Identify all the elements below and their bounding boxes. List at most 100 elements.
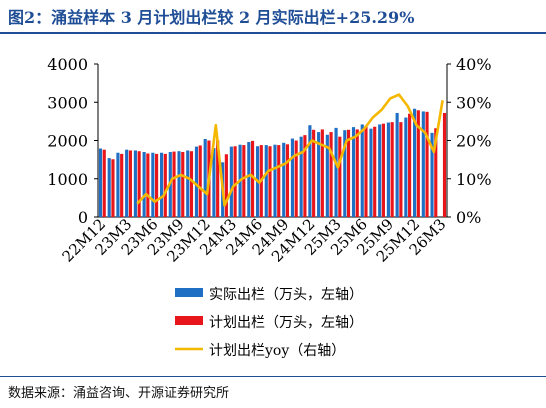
legend-label: 计划出栏（万头，左轴） (209, 315, 363, 331)
bar-plan (303, 135, 307, 217)
bar-plan (285, 144, 290, 217)
bar-plan (189, 151, 194, 217)
left-tick-label: 1000 (47, 170, 88, 189)
bar-actual (299, 136, 303, 217)
chart-area: 0 1000 2000 3000 4000 0% 10% 20% 30% 40% 22M1223… (47, 55, 492, 359)
bar-actual (229, 146, 233, 217)
right-tick-label: 10% (456, 170, 492, 189)
bar-plan (416, 110, 420, 217)
bar-plan (399, 122, 403, 217)
legend-label: 实际出栏（万头，左轴） (209, 287, 363, 303)
right-axis-ticks: 0% 10% 20% 30% 40% (447, 55, 492, 227)
bar-actual (177, 151, 181, 217)
bar-plan (364, 125, 368, 217)
bar-plan (146, 153, 150, 217)
bar-plan (198, 145, 202, 217)
legend-swatch (175, 288, 203, 297)
line-series-yoy (136, 93, 444, 207)
bar-actual (290, 138, 295, 217)
bar-actual (413, 108, 417, 217)
bar-actual (351, 127, 356, 217)
title-divider (0, 32, 546, 34)
bar-plan (224, 154, 228, 217)
bar-series-actual (98, 108, 434, 217)
bar-actual (334, 127, 338, 217)
title-bar: 图2：涌益样本 3 月计划出栏较 2 月实际出栏+25.29% (0, 0, 546, 32)
bar-actual (212, 148, 216, 217)
bar-plan (442, 112, 447, 217)
bar-plan (268, 146, 272, 217)
bar-actual (369, 128, 373, 217)
x-axis-ticks: 22M1223M323M623M923M1224M324M624M924M122… (59, 215, 450, 266)
left-tick-label: 3000 (47, 93, 88, 112)
bar-actual (116, 152, 120, 217)
bar-plan (434, 128, 438, 217)
legend-label: 计划出栏yoy（右轴） (209, 343, 345, 359)
bar-actual (421, 111, 425, 217)
bar-plan (181, 151, 185, 217)
bar-actual (107, 158, 111, 217)
left-tick-label: 2000 (47, 132, 88, 151)
bar-plan (346, 129, 351, 217)
bar-plan (128, 150, 132, 217)
bar-plan (381, 123, 386, 217)
bar-plan (408, 113, 412, 217)
bar-plan (111, 159, 115, 217)
bar-actual (325, 134, 329, 217)
right-tick-label: 20% (456, 132, 492, 151)
left-tick-label: 4000 (47, 55, 88, 74)
bar-actual (186, 150, 190, 217)
bar-actual (317, 132, 321, 217)
bar-actual (125, 149, 129, 217)
left-tick-label: 0 (78, 208, 88, 227)
bar-actual (159, 152, 164, 217)
bar-plan (242, 145, 246, 217)
bar-plan (390, 122, 394, 217)
bar-plan (233, 146, 237, 217)
left-axis-ticks: 0 1000 2000 3000 4000 (47, 55, 98, 227)
bar-actual (343, 130, 347, 217)
bar-actual (133, 150, 137, 217)
bar-actual (378, 124, 382, 217)
bar-plan (163, 153, 167, 217)
bar-actual (151, 152, 155, 217)
bar-plan (355, 129, 359, 217)
source-divider (0, 376, 546, 377)
bar-plan (216, 140, 220, 217)
bar-plan (329, 132, 333, 217)
bar-plan (172, 151, 176, 217)
bar-plan (137, 151, 141, 217)
legend: 实际出栏（万头，左轴） 计划出栏（万头，左轴） 计划出栏yoy（右轴） (175, 287, 363, 359)
bar-actual (386, 122, 390, 217)
bar-plan (312, 129, 316, 217)
bar-plan (320, 129, 324, 217)
bar-actual (360, 124, 364, 217)
right-tick-label: 40% (456, 55, 492, 74)
bar-plan (373, 126, 377, 217)
bar-actual (273, 144, 277, 217)
bar-plan (250, 140, 255, 217)
bar-actual (395, 112, 399, 217)
bar-actual (264, 145, 268, 217)
bar-plan (120, 153, 124, 217)
bar-actual (98, 148, 103, 217)
right-tick-label: 30% (456, 93, 492, 112)
bar-series-plan (102, 110, 447, 217)
bar-actual (404, 117, 408, 217)
bar-plan (277, 145, 281, 217)
bar-actual (142, 151, 146, 217)
bar-plan (294, 140, 298, 217)
bar-plan (102, 149, 106, 217)
bar-plan (425, 111, 429, 217)
bar-actual (430, 132, 434, 217)
figure-title: 图2：涌益样本 3 月计划出栏较 2 月实际出栏+25.29% (8, 8, 415, 27)
bar-plan (155, 153, 159, 217)
legend-swatch (175, 316, 203, 325)
bar-actual (247, 142, 251, 217)
yoy-line (136, 93, 444, 207)
bar-actual (203, 138, 207, 217)
bar-actual (282, 142, 286, 217)
bar-plan (338, 136, 342, 217)
source-note: 数据来源：涌益咨询、开源证券研究所 (8, 386, 230, 401)
bar-actual (194, 146, 199, 217)
